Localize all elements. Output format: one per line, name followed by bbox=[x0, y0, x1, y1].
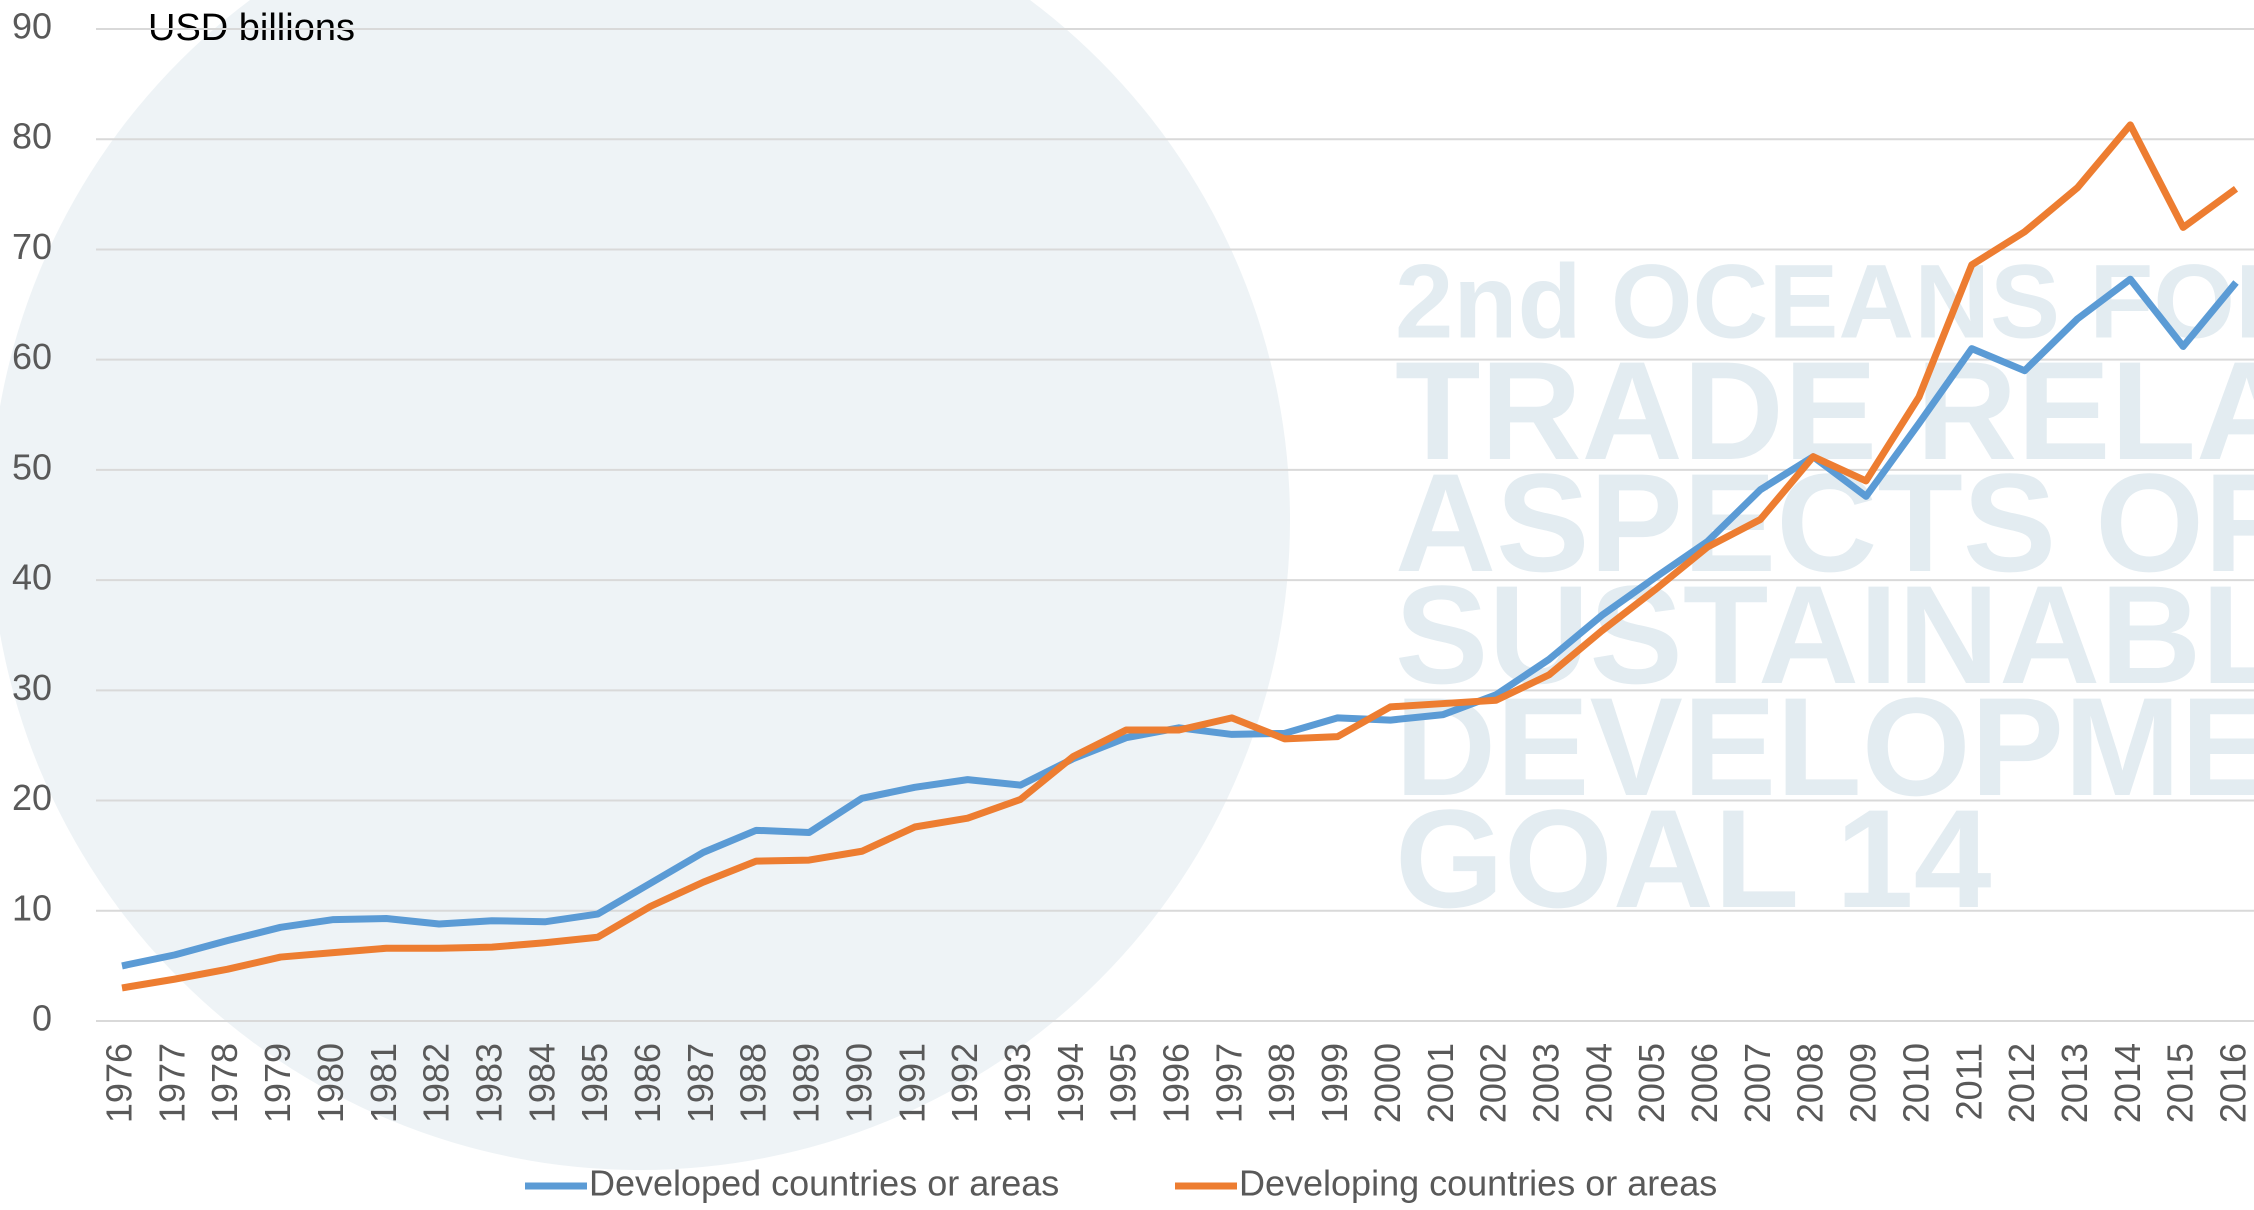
watermark-text: GOAL 14 bbox=[1395, 780, 1992, 937]
x-tick-label: 2008 bbox=[1790, 1043, 1831, 1123]
x-tick-label: 1988 bbox=[733, 1043, 774, 1123]
x-tick-label: 1980 bbox=[310, 1043, 351, 1123]
x-tick-label: 1981 bbox=[363, 1043, 404, 1123]
x-tick-label: 2012 bbox=[2001, 1043, 2042, 1123]
x-tick-label: 1993 bbox=[997, 1043, 1038, 1123]
x-tick-label: 2011 bbox=[1948, 1043, 1989, 1120]
legend-label: Developing countries or areas bbox=[1239, 1163, 1717, 1204]
x-tick-label: 1992 bbox=[944, 1043, 985, 1123]
x-tick-label: 1995 bbox=[1103, 1043, 1144, 1123]
x-tick-label: 2002 bbox=[1473, 1043, 1514, 1123]
x-tick-label: 1984 bbox=[521, 1043, 562, 1123]
y-tick-label: 90 bbox=[12, 6, 52, 47]
y-tick-label: 10 bbox=[12, 887, 52, 928]
x-tick-label: 1998 bbox=[1261, 1043, 1302, 1123]
x-tick-label: 2004 bbox=[1578, 1043, 1619, 1123]
x-tick-label: 1991 bbox=[891, 1043, 932, 1123]
x-tick-label: 1994 bbox=[1050, 1043, 1091, 1123]
x-tick-label: 1987 bbox=[680, 1043, 721, 1123]
x-tick-label: 2015 bbox=[2160, 1043, 2201, 1123]
y-tick-label: 20 bbox=[12, 777, 52, 818]
y-tick-label: 50 bbox=[12, 446, 52, 487]
x-tick-label: 2009 bbox=[1843, 1043, 1884, 1123]
x-tick-label: 1979 bbox=[257, 1043, 298, 1123]
x-tick-label: 2006 bbox=[1684, 1043, 1725, 1123]
x-tick-label: 1978 bbox=[204, 1043, 245, 1123]
chart: USD billions 2nd OCEANS FORUM OTRADE REL… bbox=[0, 0, 2254, 1210]
y-tick-label: 40 bbox=[12, 557, 52, 598]
y-tick-label: 80 bbox=[12, 116, 52, 157]
x-tick-label: 1982 bbox=[416, 1043, 457, 1123]
x-tick-label: 1999 bbox=[1314, 1043, 1355, 1123]
y-tick-label: 30 bbox=[12, 667, 52, 708]
y-tick-label: 70 bbox=[12, 226, 52, 267]
x-tick-label: 1985 bbox=[574, 1043, 615, 1123]
x-tick-label: 2014 bbox=[2107, 1043, 2148, 1123]
x-tick-label: 2007 bbox=[1737, 1043, 1778, 1123]
x-tick-label: 2001 bbox=[1420, 1043, 1461, 1123]
x-tick-label: 1989 bbox=[786, 1043, 827, 1123]
x-tick-label: 1990 bbox=[838, 1043, 879, 1123]
x-tick-label: 2016 bbox=[2213, 1043, 2254, 1123]
x-tick-label: 1983 bbox=[468, 1043, 509, 1123]
x-tick-label: 2000 bbox=[1367, 1043, 1408, 1123]
x-tick-label: 1997 bbox=[1208, 1043, 1249, 1123]
x-tick-label: 1976 bbox=[99, 1043, 140, 1123]
x-tick-label: 1986 bbox=[627, 1043, 668, 1123]
background-globe bbox=[0, 0, 1290, 1170]
x-tick-label: 1996 bbox=[1156, 1043, 1197, 1123]
x-tick-label: 2013 bbox=[2054, 1043, 2095, 1123]
x-tick-label: 2003 bbox=[1525, 1043, 1566, 1123]
y-tick-label: 0 bbox=[32, 998, 52, 1039]
x-tick-label: 2005 bbox=[1631, 1043, 1672, 1123]
legend-label: Developed countries or areas bbox=[589, 1163, 1059, 1204]
x-tick-label: 1977 bbox=[151, 1043, 192, 1123]
y-tick-label: 60 bbox=[12, 336, 52, 377]
x-tick-label: 2010 bbox=[1895, 1043, 1936, 1123]
